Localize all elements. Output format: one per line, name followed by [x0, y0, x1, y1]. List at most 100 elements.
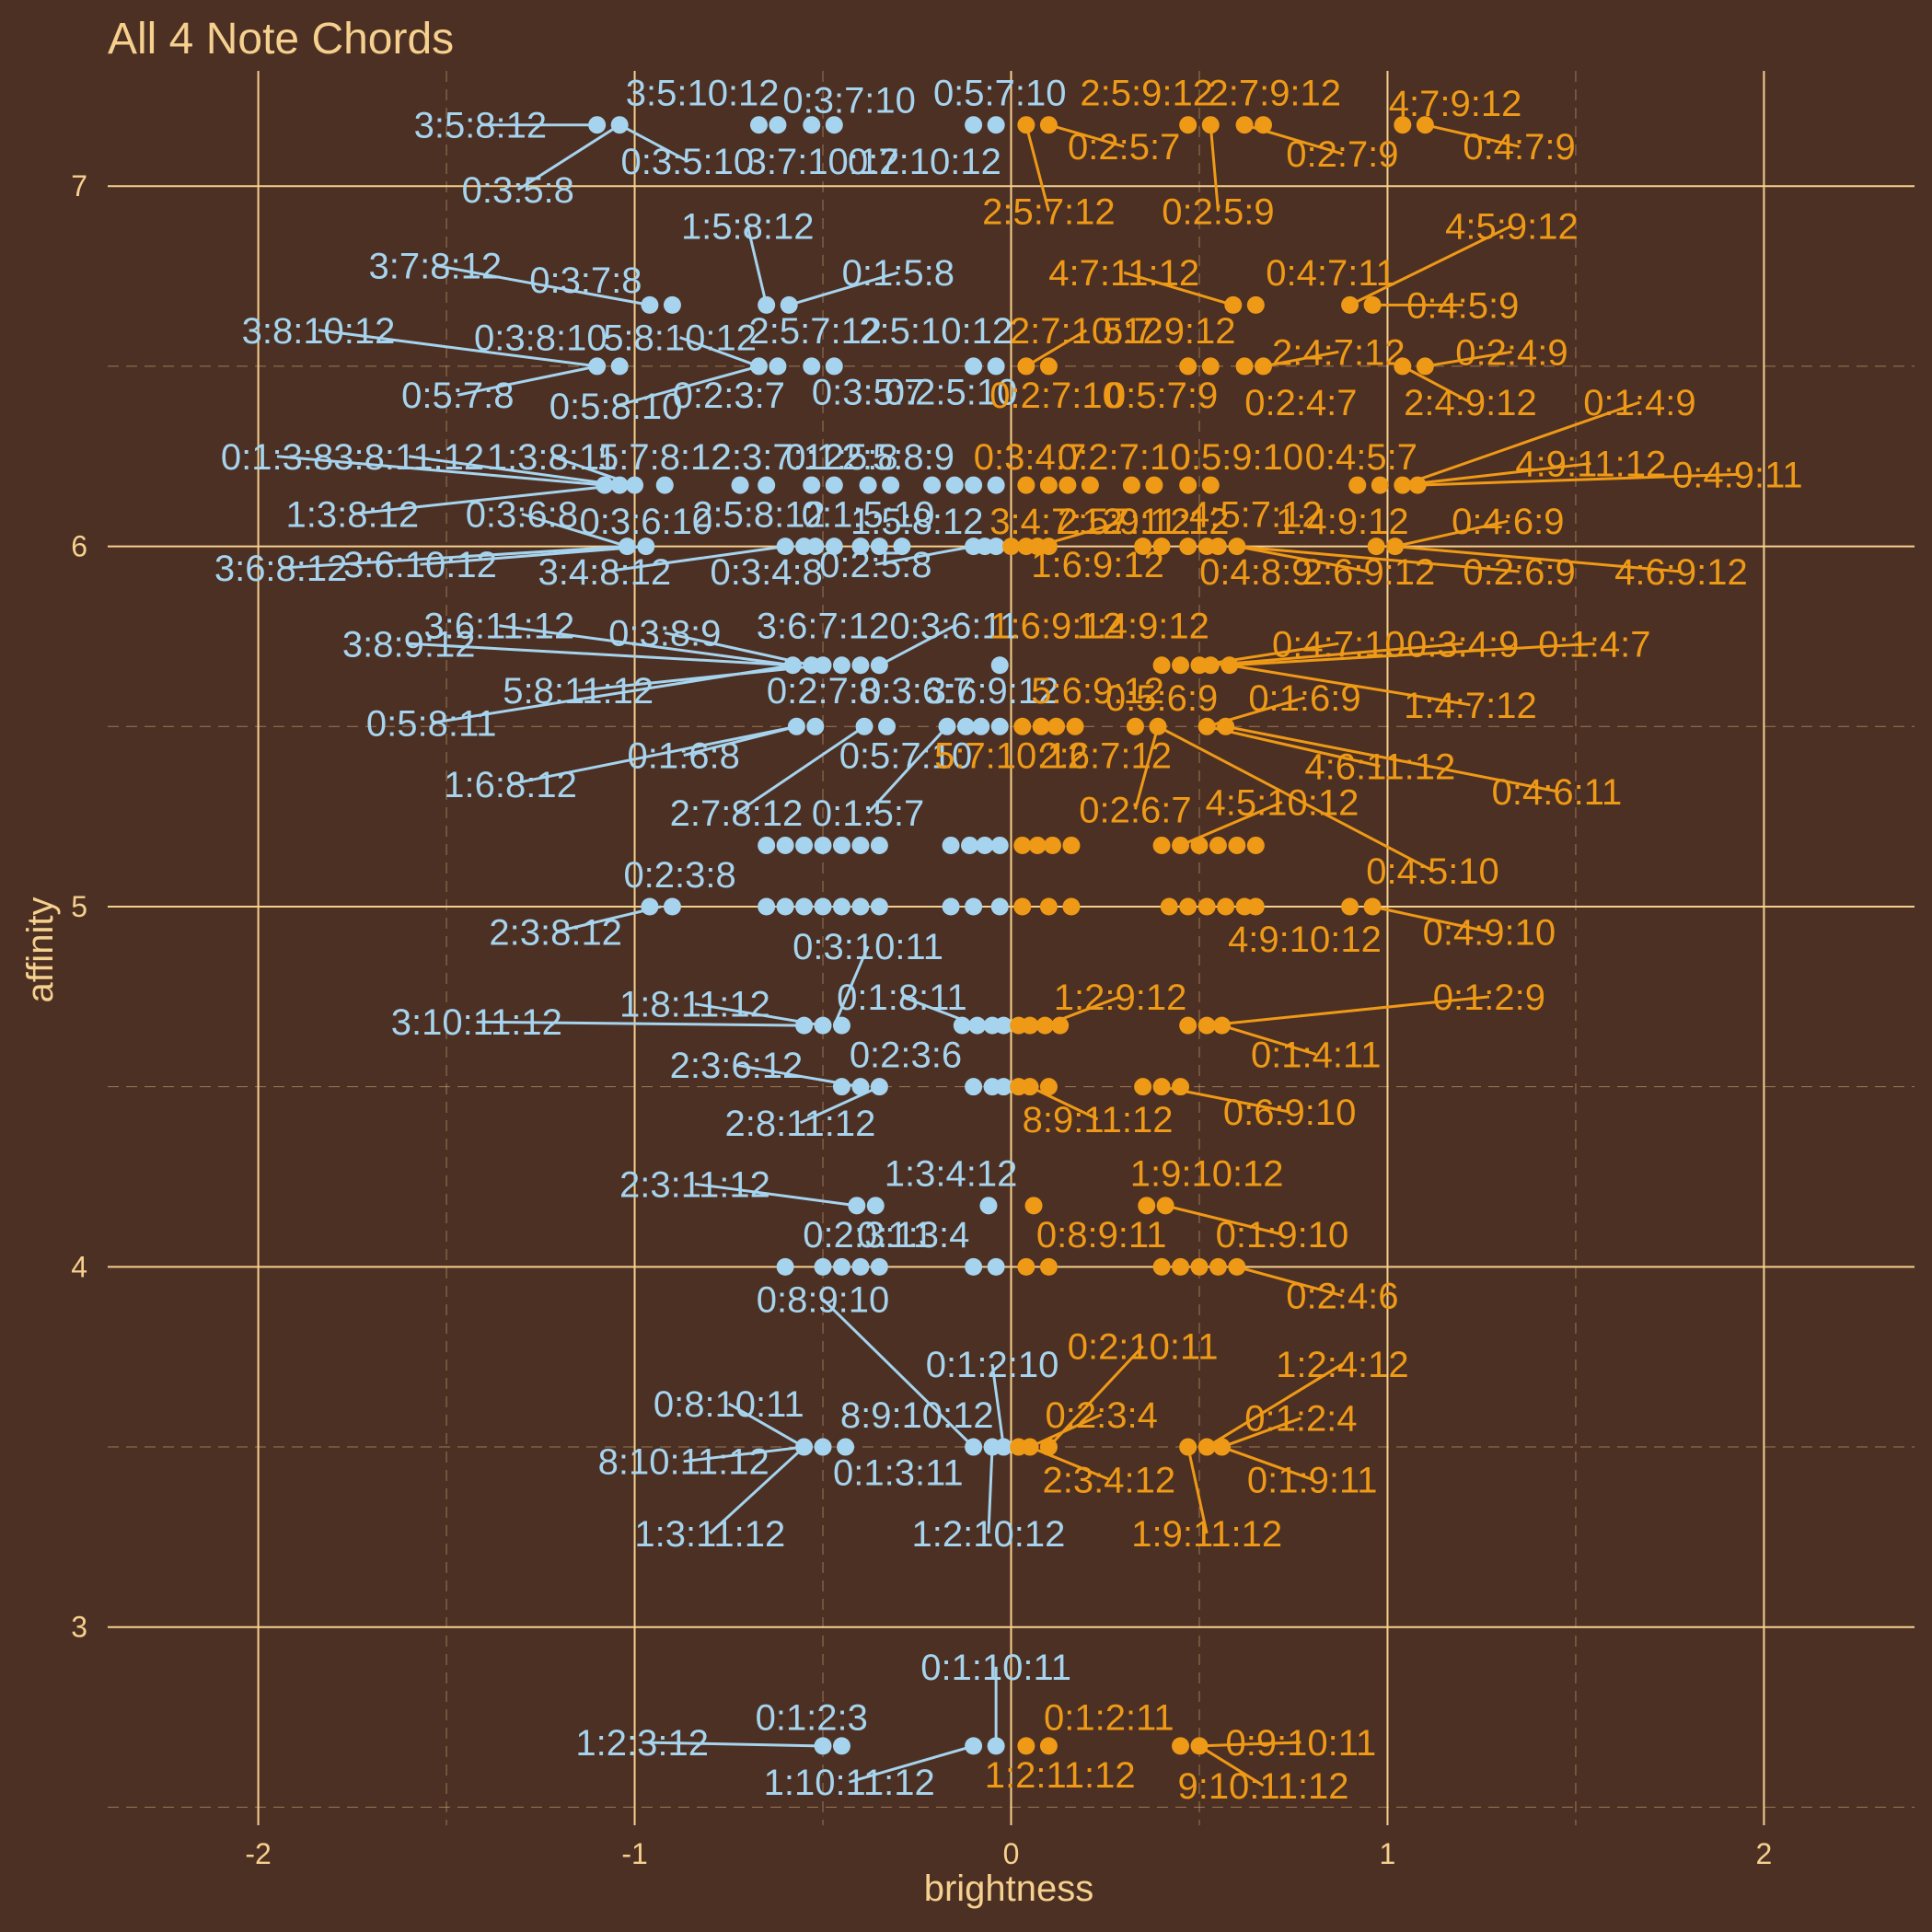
- chord-label: 0:3:4:9: [1406, 624, 1519, 665]
- bright-chord-point: [1408, 476, 1427, 494]
- dark-chord-point: [814, 1016, 832, 1035]
- label-leader-line: [1134, 725, 1160, 810]
- label-leader-line: [604, 545, 786, 573]
- chord-label: 2:8:11:12: [725, 1104, 876, 1144]
- dark-chord-point: [961, 836, 979, 854]
- bright-chord-point: [1156, 1197, 1174, 1215]
- y-tick-label: 6: [71, 530, 87, 563]
- label-leader-line: [1425, 350, 1512, 368]
- chord-label: 5:7:9:12: [1103, 311, 1236, 352]
- dark-chord-point: [976, 836, 994, 854]
- dark-chord-point: [803, 357, 821, 376]
- chord-label: 0:2:5:8: [819, 545, 931, 585]
- bright-chord-point: [1152, 836, 1171, 854]
- chord-label: 0:1:9:11: [1247, 1460, 1378, 1500]
- bright-chord-point: [1021, 1016, 1039, 1035]
- bright-chord-point: [1201, 116, 1220, 134]
- chord-label: 3:6:9:12: [926, 671, 1059, 711]
- chord-label: 0:2:4:7: [1244, 383, 1357, 423]
- chord-label: 0:1:4:7: [1538, 624, 1650, 665]
- label-leader-line: [642, 1741, 824, 1748]
- chord-label: 0:2:4:9: [1455, 332, 1568, 373]
- chord-label: 3:8:11:12: [333, 437, 484, 478]
- y-tick-label: 3: [71, 1611, 87, 1644]
- dark-chord-point: [968, 1016, 987, 1035]
- bright-chord-point: [1209, 538, 1227, 556]
- chord-label: 0:1:3:8: [221, 437, 333, 478]
- chord-label: 1:6:9:12: [1031, 545, 1164, 585]
- dark-chord-point: [965, 897, 983, 916]
- bright-chord-point: [1209, 1257, 1227, 1276]
- chord-label: 2:6:7:12: [1038, 736, 1172, 777]
- dark-chord-point: [776, 538, 794, 556]
- dark-chord-point: [987, 1257, 1005, 1276]
- chord-label: 7:11:12: [1109, 502, 1230, 542]
- bright-chord-point: [1179, 1438, 1197, 1456]
- dark-chord-point: [956, 717, 975, 735]
- bright-chord-point: [1213, 1438, 1232, 1456]
- bright-chord-point: [1062, 836, 1081, 854]
- bright-chord-point: [1255, 116, 1273, 134]
- dark-chord-point: [987, 538, 1005, 556]
- chord-label: 3:4:7:12: [989, 502, 1123, 542]
- dark-chord-point: [776, 897, 794, 916]
- bright-chord-point: [1021, 1078, 1039, 1096]
- bright-chord-point: [1149, 717, 1167, 735]
- dark-chord-point: [870, 897, 888, 916]
- dark-chord-point: [814, 1257, 832, 1276]
- bright-chord-point: [1039, 1078, 1058, 1096]
- chord-label: 0:1:5:7: [812, 793, 924, 834]
- dark-chord-point: [787, 717, 805, 735]
- chord-label: 0:5:7:9: [1105, 376, 1218, 416]
- label-leader-line: [821, 1298, 975, 1449]
- dark-chord-point: [870, 836, 888, 854]
- bright-chord-point: [1190, 1737, 1209, 1755]
- label-leader-line: [1371, 905, 1490, 933]
- dark-chord-point: [780, 295, 798, 314]
- chord-label: 0:4:5:7: [1305, 437, 1417, 478]
- dark-chord-point: [953, 1016, 971, 1035]
- chord-label: 0:2:3:7: [673, 376, 785, 416]
- bright-chord-point: [1172, 656, 1190, 675]
- chord-label: 0:3:6:11: [889, 607, 1020, 647]
- chord-label: 1:2:3:12: [575, 1723, 709, 1764]
- label-leader-line: [683, 1445, 804, 1463]
- bright-chord-point: [1179, 538, 1197, 556]
- bright-chord-point: [1363, 897, 1382, 916]
- label-leader-line: [728, 1402, 805, 1449]
- bright-chord-point: [1179, 476, 1197, 494]
- chord-label: 0:5:8:10: [550, 387, 683, 427]
- label-leader-line: [1221, 1417, 1301, 1449]
- dark-chord-point: [758, 476, 776, 494]
- bright-chord-point: [1013, 717, 1032, 735]
- bright-chord-point: [1145, 476, 1163, 494]
- dark-chord-point: [825, 476, 843, 494]
- chord-label: 0:8:9:11: [1036, 1215, 1167, 1255]
- dark-chord-point: [893, 538, 911, 556]
- dark-chord-point: [803, 116, 821, 134]
- bright-chord-point: [1122, 476, 1140, 494]
- chord-label: 0:1:2:11: [1044, 1698, 1174, 1739]
- label-leader-line: [619, 123, 688, 163]
- bright-chord-point: [1190, 1257, 1209, 1276]
- dark-chord-point: [832, 1078, 850, 1096]
- label-leader-line: [1236, 545, 1520, 573]
- dark-chord-point: [731, 476, 749, 494]
- chord-label: 0:5:7:8: [401, 376, 514, 416]
- chord-label: 4:5:9:12: [1445, 206, 1579, 247]
- bright-chord-point: [1152, 1078, 1171, 1096]
- label-leader-line: [1263, 350, 1339, 368]
- chord-label: 0:3:5:7: [812, 372, 924, 412]
- dark-chord-point: [758, 897, 776, 916]
- chord-label: 0:1:6:9: [1248, 678, 1360, 719]
- bright-chord-point: [1024, 1197, 1043, 1215]
- dark-chord-point: [814, 836, 832, 854]
- chord-label: 1:6:8:12: [444, 765, 577, 805]
- label-leader-line: [578, 664, 824, 692]
- label-leader-line: [1394, 545, 1682, 573]
- dark-chord-point: [618, 538, 636, 556]
- bright-chord-point: [1013, 836, 1032, 854]
- bright-chord-point: [1394, 476, 1412, 494]
- chord-label: 0:1:10:11: [920, 1648, 1071, 1688]
- chord-label: 0:1:6:8: [628, 736, 740, 777]
